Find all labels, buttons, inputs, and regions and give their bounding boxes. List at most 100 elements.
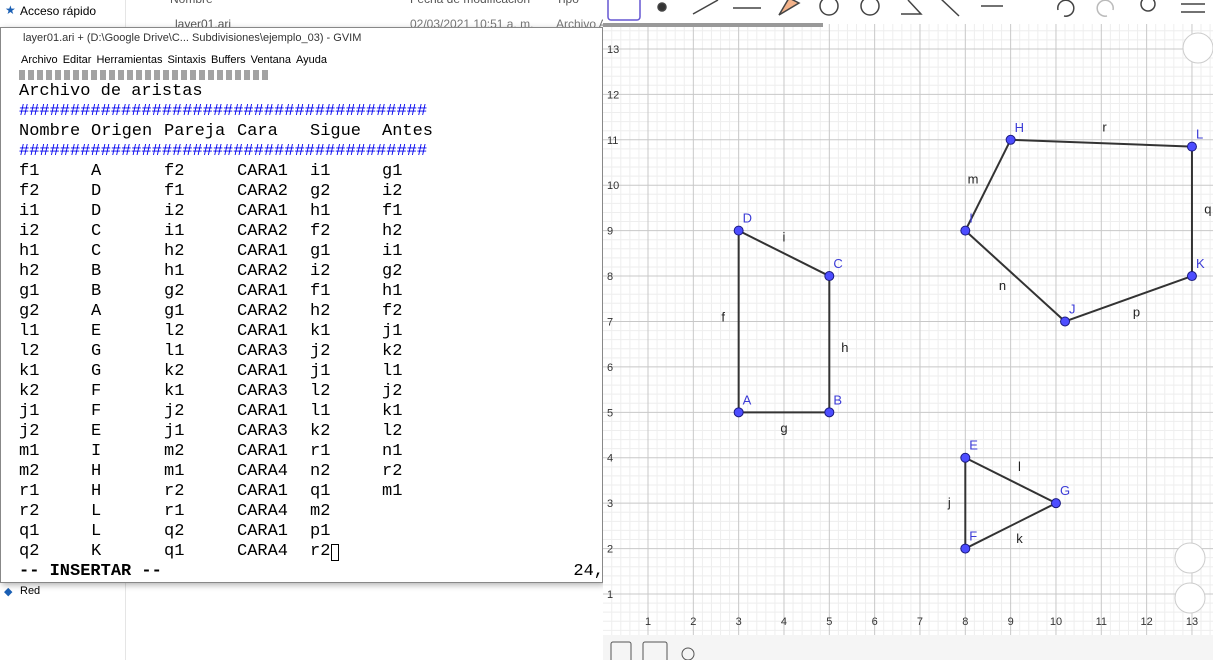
- point-label: H: [1015, 120, 1024, 135]
- undo[interactable]: [1057, 0, 1075, 17]
- tool-angle[interactable]: [901, 0, 923, 15]
- menu[interactable]: [1181, 3, 1205, 13]
- toolbar: [603, 0, 1213, 24]
- cell: i2: [164, 202, 185, 221]
- menu-item[interactable]: Sintaxis: [167, 54, 206, 66]
- tool-icons[interactable]: [607, 0, 1205, 21]
- cell: q2: [164, 522, 185, 541]
- point[interactable]: [960, 225, 971, 236]
- cell: h1: [310, 202, 331, 221]
- cell: l2: [19, 342, 40, 361]
- y-tick-label: 11: [607, 135, 618, 147]
- tool-point[interactable]: [657, 2, 667, 12]
- cell: f1: [310, 282, 331, 301]
- cell: n2: [310, 462, 331, 481]
- cell: j1: [19, 402, 40, 421]
- cell: k2: [382, 342, 403, 361]
- cell: G: [91, 342, 102, 361]
- cell: r1: [19, 482, 40, 501]
- point[interactable]: [960, 452, 971, 463]
- segment-label: h: [841, 340, 848, 355]
- menu-item[interactable]: Buffers: [211, 54, 246, 66]
- point[interactable]: [1060, 316, 1071, 327]
- input-button[interactable]: [642, 641, 668, 660]
- cell: i1: [164, 222, 185, 241]
- cell: H: [91, 482, 102, 501]
- zoom-out[interactable]: [1174, 582, 1206, 614]
- cell: g1: [310, 242, 331, 261]
- tool-circle[interactable]: [819, 0, 839, 16]
- cell: i1: [19, 202, 40, 221]
- cell: g1: [164, 302, 185, 321]
- heading: Archivo de aristas: [19, 82, 203, 101]
- menu-item[interactable]: Ventana: [250, 54, 292, 66]
- segment-label: n: [999, 278, 1006, 293]
- cell: C: [91, 242, 102, 261]
- point[interactable]: [733, 225, 744, 236]
- tool-reflect[interactable]: [940, 0, 960, 17]
- cell: C: [91, 222, 102, 241]
- cell: g2: [164, 282, 185, 301]
- search[interactable]: [1140, 0, 1156, 12]
- tool-move[interactable]: [607, 0, 641, 21]
- style-bar[interactable]: [1182, 32, 1213, 64]
- cell: g2: [382, 262, 403, 281]
- zoom-in[interactable]: [1174, 542, 1206, 574]
- cell: i1: [310, 162, 331, 181]
- point[interactable]: [824, 271, 835, 282]
- point[interactable]: [1005, 134, 1016, 145]
- tool-polygon[interactable]: [778, 0, 801, 16]
- menu-item[interactable]: Herramientas: [96, 54, 163, 66]
- point[interactable]: [960, 543, 971, 554]
- zoom-buttons[interactable]: [1174, 32, 1213, 614]
- cell: l2: [164, 322, 185, 341]
- point[interactable]: [824, 407, 835, 418]
- network[interactable]: Red: [20, 585, 41, 597]
- menu-item[interactable]: Archivo: [21, 54, 58, 66]
- point[interactable]: [1186, 141, 1197, 152]
- rule-line: ########################################: [19, 142, 427, 162]
- settings-button[interactable]: [681, 647, 695, 660]
- redo[interactable]: [1096, 0, 1114, 17]
- cell: G: [91, 362, 102, 381]
- column-header[interactable]: Tipo: [556, 0, 579, 6]
- column-name: Antes: [382, 122, 434, 141]
- menu-item[interactable]: Ayuda: [296, 54, 328, 66]
- column-header[interactable]: Nombre: [170, 0, 213, 6]
- column-header[interactable]: Fecha de modificación: [410, 0, 530, 6]
- segment: [1010, 138, 1192, 148]
- y-tick-label: 13: [607, 44, 619, 56]
- x-tick-label: 13: [1186, 616, 1198, 628]
- cell: m1: [164, 462, 185, 481]
- segment-label: p: [1133, 305, 1140, 320]
- menu-item[interactable]: Editar: [62, 54, 92, 66]
- tool-circle-3[interactable]: [860, 0, 880, 16]
- cell: h2: [310, 302, 331, 321]
- cell: E: [91, 422, 102, 441]
- quick-access[interactable]: Acceso rápido: [20, 4, 97, 18]
- cell: D: [91, 202, 102, 221]
- point-label: A: [743, 392, 752, 407]
- cell: q1: [19, 522, 40, 541]
- y-tick-label: 10: [607, 180, 619, 192]
- segment: [964, 229, 1066, 323]
- cell: B: [91, 262, 102, 281]
- cell: f2: [310, 222, 331, 241]
- cell: k2: [310, 422, 331, 441]
- cell: CARA1: [237, 482, 289, 501]
- point[interactable]: [733, 407, 744, 418]
- text-area[interactable]: Archivo de aristas ######################…: [1, 82, 604, 582]
- cell: j2: [19, 422, 40, 441]
- algebra-button[interactable]: [610, 641, 632, 660]
- bottom-buttons[interactable]: [610, 641, 695, 660]
- column-name: Origen: [91, 122, 153, 141]
- x-tick-label: 6: [872, 616, 878, 628]
- cell: F: [91, 382, 102, 401]
- x-tick-label: 4: [781, 616, 787, 628]
- point[interactable]: [1186, 271, 1197, 282]
- cell: g2: [19, 302, 40, 321]
- point[interactable]: [1050, 498, 1061, 509]
- cell: CARA1: [237, 282, 289, 301]
- tool-line[interactable]: [692, 0, 719, 15]
- cell: g1: [382, 162, 403, 181]
